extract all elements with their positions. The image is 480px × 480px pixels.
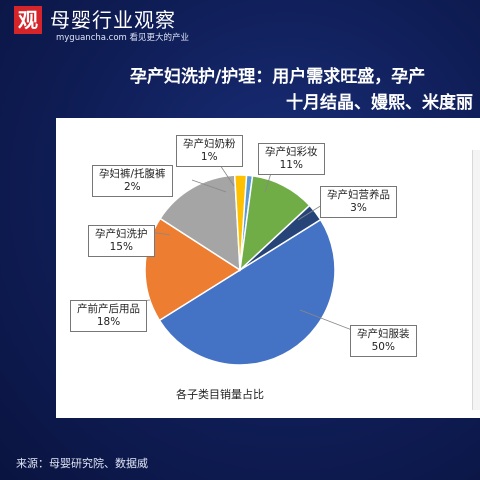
headline-line-1: 孕产妇洗护/护理：用户需求旺盛，孕产 <box>130 67 426 87</box>
slice-name: 孕产妇服装 <box>357 328 410 340</box>
slice-value: 15% <box>109 241 133 253</box>
slice-value: 18% <box>96 316 121 328</box>
headline-line-2: 十月结晶、嫚熙、米度丽 <box>286 93 473 113</box>
data-label-6: 孕产妇营养品 3% <box>320 186 397 218</box>
slice-value: 1% <box>200 151 218 163</box>
data-label-0: 孕产妇服装 50% <box>350 325 417 357</box>
brand-tagline: myguancha.com 看见更大的产业 <box>56 33 190 43</box>
pie-slice-6 <box>239 204 322 271</box>
leader-line-4 <box>219 164 235 187</box>
data-label-3: 孕妇裤/托腹裤 2% <box>92 165 173 197</box>
source-note: 来源：母婴研究院、数据威 <box>16 457 148 470</box>
pie-slice-5 <box>238 174 311 272</box>
slice-value: 2% <box>123 181 141 193</box>
slice-name: 孕产妇营养品 <box>327 189 390 201</box>
slice-value: 3% <box>350 202 367 214</box>
pie-slice-2 <box>159 174 241 272</box>
slice-name: 孕产妇彩妆 <box>265 146 318 158</box>
pie-slice-0 <box>158 218 336 366</box>
slice-name: 孕妇裤/托腹裤 <box>99 168 166 180</box>
slice-name: 孕产妇奶粉 <box>183 138 236 150</box>
slice-value: 11% <box>279 159 303 171</box>
data-label-2: 孕产妇洗护 15% <box>88 225 155 257</box>
chart-title: 各子类目销量占比 <box>176 388 264 401</box>
slice-name: 孕产妇洗护 <box>95 228 148 240</box>
leader-line-6 <box>297 204 323 221</box>
data-label-4: 孕产妇奶粉 1% <box>176 135 243 167</box>
data-label-1: 产前产后用品 18% <box>70 300 147 332</box>
leader-line-3 <box>191 179 227 193</box>
leader-line-0 <box>299 309 353 331</box>
slice-value: 50% <box>371 341 395 353</box>
pie-slice-1 <box>144 217 242 322</box>
data-label-5: 孕产妇彩妆 11% <box>258 143 325 175</box>
panel-side-strip <box>472 150 480 410</box>
logo-icon: 观 <box>14 6 42 34</box>
slice-name: 产前产后用品 <box>77 303 140 315</box>
brand-name: 母婴行业观察 <box>50 8 176 32</box>
